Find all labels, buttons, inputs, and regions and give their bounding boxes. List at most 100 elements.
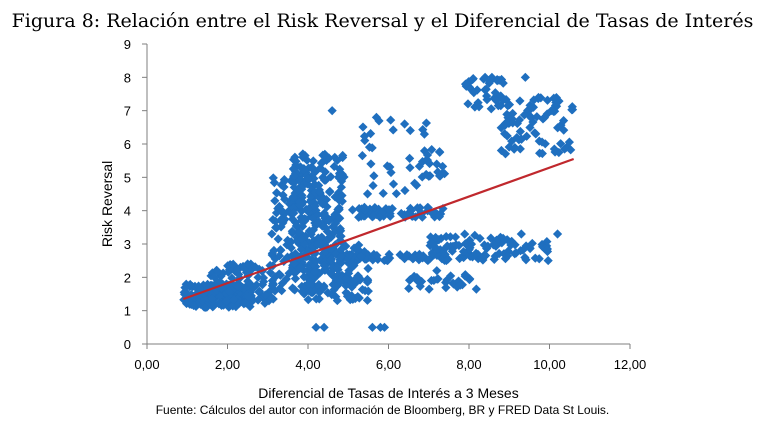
data-point (503, 101, 513, 111)
y-tick-label: 1 (124, 304, 131, 319)
data-point (287, 226, 297, 236)
data-point (359, 247, 369, 258)
data-point (311, 256, 321, 266)
data-point (243, 276, 253, 286)
data-point (304, 278, 314, 288)
data-point (273, 234, 283, 244)
data-point (359, 202, 370, 212)
data-point (494, 248, 504, 259)
data-point (447, 246, 457, 256)
data-point (425, 254, 435, 264)
data-point (314, 180, 324, 190)
data-point (325, 268, 336, 278)
data-point (427, 145, 437, 155)
data-point (450, 232, 461, 242)
data-point (295, 162, 305, 172)
data-point (463, 99, 473, 109)
y-tick-label: 0 (124, 337, 131, 352)
data-point (530, 253, 540, 263)
data-point (210, 288, 220, 298)
data-point (337, 273, 347, 283)
data-point (412, 276, 423, 286)
data-point (290, 188, 300, 198)
data-point (467, 252, 478, 262)
data-point (307, 254, 317, 265)
data-points (179, 72, 578, 332)
data-point (303, 173, 313, 184)
data-point (384, 205, 394, 215)
data-point (547, 105, 557, 116)
data-point (515, 126, 525, 137)
y-tick-label: 9 (124, 37, 131, 52)
data-point (331, 249, 341, 259)
data-point (224, 265, 235, 275)
data-point (269, 178, 279, 188)
data-point (288, 164, 299, 174)
data-point (491, 96, 502, 106)
data-point (498, 95, 508, 105)
data-point (399, 254, 410, 264)
data-point (441, 243, 451, 253)
data-point (249, 282, 259, 293)
data-point (367, 322, 377, 332)
data-point (558, 116, 569, 126)
data-point (470, 102, 480, 112)
data-point (470, 230, 480, 240)
data-point (439, 169, 450, 179)
y-tick-label: 2 (124, 270, 131, 285)
data-point (512, 118, 522, 129)
data-point (362, 295, 373, 305)
data-point (490, 88, 500, 98)
data-point (453, 276, 464, 286)
data-point (308, 285, 318, 295)
data-point (221, 296, 231, 306)
data-point (329, 161, 339, 172)
data-point (526, 113, 536, 123)
y-tick-label: 4 (124, 204, 131, 219)
data-point (243, 259, 253, 269)
data-point (290, 274, 301, 284)
data-point (295, 200, 305, 210)
data-point (432, 159, 442, 169)
data-point (332, 155, 342, 165)
data-point (471, 284, 481, 294)
y-tick-label: 5 (124, 170, 131, 185)
data-point (280, 176, 290, 186)
data-point (310, 201, 320, 211)
data-point (309, 267, 320, 277)
data-point (404, 275, 415, 285)
data-point (251, 280, 262, 290)
data-point (516, 229, 526, 239)
trendline-line (182, 157, 575, 301)
data-point (284, 268, 294, 278)
data-point (216, 283, 227, 293)
data-point (306, 229, 316, 239)
data-point (423, 203, 433, 213)
data-point (323, 288, 333, 298)
data-point (421, 169, 431, 180)
data-point (311, 294, 321, 304)
data-point (525, 243, 535, 254)
data-point (308, 225, 319, 235)
data-point (460, 79, 471, 89)
data-point (388, 179, 399, 189)
data-point (475, 233, 485, 244)
data-point (405, 163, 415, 173)
data-point (260, 290, 270, 300)
data-point (363, 263, 373, 274)
data-point (410, 178, 420, 188)
data-point (294, 264, 305, 274)
data-point (214, 299, 224, 309)
data-point (502, 109, 512, 119)
data-point (253, 295, 263, 305)
data-point (385, 209, 395, 219)
data-point (195, 284, 206, 294)
data-point (556, 139, 566, 149)
data-point (296, 234, 306, 244)
data-point (330, 152, 340, 162)
data-point (289, 171, 299, 181)
data-point (296, 215, 306, 226)
data-point (368, 180, 378, 191)
data-point (272, 188, 282, 198)
